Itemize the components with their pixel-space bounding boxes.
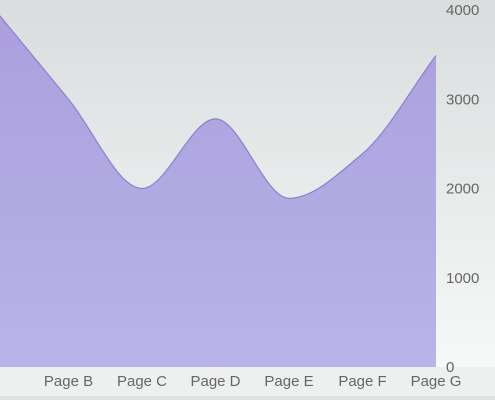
y-tick-label-3000: 3000 [446,91,479,108]
x-tick-label-page-e: Page E [264,373,313,390]
x-tick-label-page-g: Page G [411,373,462,390]
y-axis-ticks: 0 1000 2000 3000 4000 [446,2,479,376]
bottom-border [0,396,495,400]
x-axis-ticks: Page B Page C Page D Page E Page F Page G [44,373,462,390]
x-tick-label-page-d: Page D [190,373,240,390]
y-tick-label-2000: 2000 [446,181,479,198]
y-tick-label-1000: 1000 [446,270,479,287]
x-axis-strip [0,367,495,400]
y-tick-label-0: 0 [446,359,454,376]
x-tick-label-page-c: Page C [117,373,167,390]
x-tick-label-page-b: Page B [44,373,93,390]
x-tick-label-page-f: Page F [338,373,386,390]
area-series-line [0,15,437,199]
area-series-fill [0,16,436,367]
y-tick-label-4000: 4000 [446,2,479,19]
